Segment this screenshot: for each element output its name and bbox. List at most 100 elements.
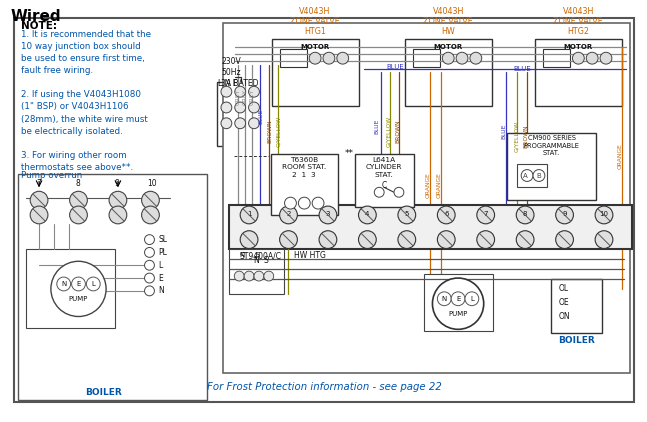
Circle shape bbox=[235, 86, 246, 97]
Text: V4043H
ZONE VALVE
HW: V4043H ZONE VALVE HW bbox=[423, 7, 473, 36]
Circle shape bbox=[516, 231, 534, 249]
Text: T6360B
ROOM STAT.
2  1  3: T6360B ROOM STAT. 2 1 3 bbox=[282, 157, 326, 178]
Bar bbox=[280, 49, 307, 67]
Text: BROWN: BROWN bbox=[523, 124, 529, 148]
Circle shape bbox=[70, 206, 87, 224]
Circle shape bbox=[280, 231, 298, 249]
Circle shape bbox=[248, 102, 259, 113]
Text: E: E bbox=[456, 296, 460, 302]
Text: Wired: Wired bbox=[10, 9, 61, 24]
Text: 2: 2 bbox=[287, 211, 291, 217]
Text: N: N bbox=[442, 296, 447, 302]
Circle shape bbox=[595, 206, 613, 224]
Bar bbox=[551, 279, 602, 333]
Text: L: L bbox=[159, 261, 162, 270]
Text: 8: 8 bbox=[76, 179, 80, 188]
Text: SL: SL bbox=[159, 235, 168, 244]
Text: S: S bbox=[263, 256, 269, 265]
Text: ORANGE: ORANGE bbox=[437, 173, 442, 198]
Text: MOTOR: MOTOR bbox=[564, 44, 593, 50]
Text: 7: 7 bbox=[483, 211, 488, 217]
Text: PL: PL bbox=[159, 248, 167, 257]
Text: BROWN: BROWN bbox=[395, 119, 400, 143]
Text: G/YELLOW: G/YELLOW bbox=[386, 116, 391, 147]
Circle shape bbox=[144, 273, 155, 283]
Circle shape bbox=[109, 191, 127, 209]
Text: 1: 1 bbox=[247, 211, 251, 217]
Circle shape bbox=[586, 52, 598, 64]
Text: BOILER: BOILER bbox=[558, 336, 595, 345]
Text: V4043H
ZONE VALVE
HTG1: V4043H ZONE VALVE HTG1 bbox=[291, 7, 340, 36]
Bar bbox=[413, 49, 441, 67]
Circle shape bbox=[398, 206, 415, 224]
Circle shape bbox=[285, 197, 296, 209]
Bar bbox=[217, 82, 266, 146]
Circle shape bbox=[264, 271, 274, 281]
Circle shape bbox=[465, 292, 479, 306]
Text: CM900 SERIES
PROGRAMMABLE
STAT.: CM900 SERIES PROGRAMMABLE STAT. bbox=[524, 135, 580, 156]
Bar bbox=[27, 249, 115, 328]
Text: E: E bbox=[76, 281, 81, 287]
Text: L641A
CYLINDER
STAT.: L641A CYLINDER STAT. bbox=[366, 157, 402, 178]
Circle shape bbox=[72, 277, 85, 291]
Bar bbox=[355, 154, 413, 207]
Circle shape bbox=[298, 197, 310, 209]
Circle shape bbox=[235, 102, 246, 113]
Text: MOTOR: MOTOR bbox=[300, 44, 330, 50]
Text: 5: 5 bbox=[404, 211, 409, 217]
Circle shape bbox=[109, 206, 127, 224]
Text: ON: ON bbox=[558, 312, 570, 321]
Text: NOTE:: NOTE: bbox=[21, 21, 58, 31]
Circle shape bbox=[309, 52, 321, 64]
Circle shape bbox=[437, 206, 455, 224]
Circle shape bbox=[358, 231, 377, 249]
Circle shape bbox=[477, 231, 494, 249]
Text: N: N bbox=[239, 252, 245, 258]
Text: Pump overrun: Pump overrun bbox=[21, 170, 83, 180]
Bar bbox=[272, 39, 358, 106]
Text: MOTOR: MOTOR bbox=[433, 44, 463, 50]
Text: N: N bbox=[159, 287, 164, 295]
Bar bbox=[223, 23, 630, 373]
Circle shape bbox=[51, 261, 106, 316]
Text: 6: 6 bbox=[444, 211, 448, 217]
Circle shape bbox=[280, 206, 298, 224]
Circle shape bbox=[374, 187, 384, 197]
Text: 1. It is recommended that the
10 way junction box should
be used to ensure first: 1. It is recommended that the 10 way jun… bbox=[21, 30, 151, 172]
Text: PUMP: PUMP bbox=[448, 311, 468, 316]
Circle shape bbox=[477, 206, 494, 224]
Text: ST9400A/C: ST9400A/C bbox=[240, 252, 282, 260]
Circle shape bbox=[142, 206, 159, 224]
Bar bbox=[535, 39, 622, 106]
Text: GREY: GREY bbox=[243, 89, 248, 105]
Text: OL: OL bbox=[558, 284, 569, 293]
Circle shape bbox=[142, 191, 159, 209]
Circle shape bbox=[240, 231, 258, 249]
Bar bbox=[507, 133, 596, 200]
Bar bbox=[543, 49, 571, 67]
Text: ORANGE: ORANGE bbox=[426, 173, 431, 198]
Circle shape bbox=[437, 231, 455, 249]
Circle shape bbox=[57, 277, 71, 291]
Text: 3: 3 bbox=[325, 211, 330, 217]
Bar bbox=[405, 39, 492, 106]
Circle shape bbox=[516, 206, 534, 224]
Text: BLUE: BLUE bbox=[375, 119, 380, 134]
Bar bbox=[517, 164, 547, 187]
Circle shape bbox=[451, 292, 465, 306]
Bar bbox=[270, 154, 338, 215]
Text: BROWN: BROWN bbox=[267, 119, 272, 143]
Text: **: ** bbox=[345, 149, 354, 158]
Circle shape bbox=[248, 118, 259, 129]
Text: BLUE: BLUE bbox=[258, 109, 263, 124]
Text: BOILER: BOILER bbox=[85, 388, 122, 398]
Circle shape bbox=[240, 206, 258, 224]
Text: L N E: L N E bbox=[219, 79, 238, 88]
Text: 8: 8 bbox=[523, 211, 527, 217]
Circle shape bbox=[358, 206, 377, 224]
Circle shape bbox=[437, 292, 451, 306]
Text: S: S bbox=[256, 252, 260, 258]
Circle shape bbox=[144, 235, 155, 244]
Circle shape bbox=[30, 191, 48, 209]
Text: V4043H
ZONE VALVE
HTG2: V4043H ZONE VALVE HTG2 bbox=[553, 7, 603, 36]
